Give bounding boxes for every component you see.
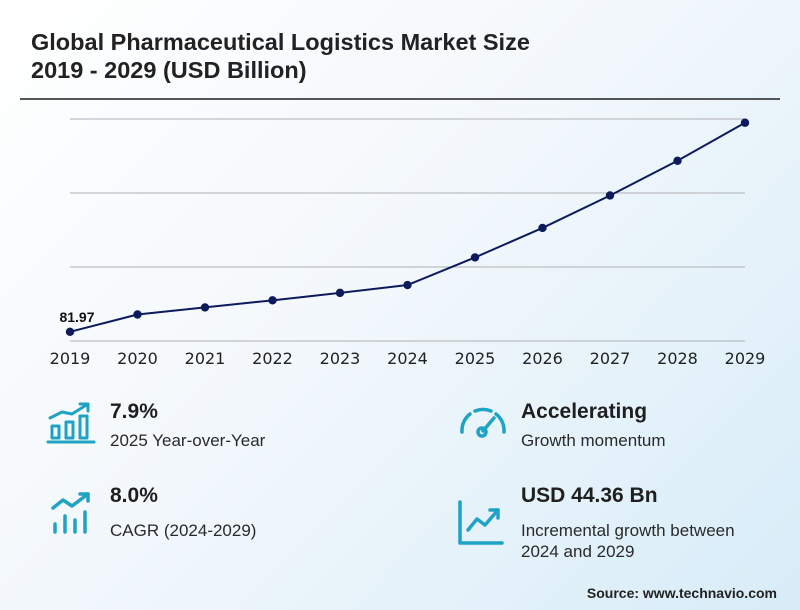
x-tick-label: 2026: [522, 349, 563, 368]
line-chart: 2019 2020 2021 2022 2023 2024 2025 2026 2027 2028…: [50, 118, 766, 368]
line-chart-up-icon: [458, 500, 504, 545]
series-line: [69, 121, 746, 333]
stat-cagr-label: CAGR (2024-2029): [110, 521, 257, 540]
data-point: [133, 310, 142, 319]
x-tick-label: 2027: [590, 349, 631, 368]
x-tick-label: 2021: [185, 349, 226, 368]
stat-momentum: Accelerating Growth momentum: [521, 400, 666, 451]
stat-momentum-label: Growth momentum: [521, 431, 666, 450]
data-point: [470, 253, 480, 262]
stat-yoy: 7.9% 2025 Year-over-Year: [110, 400, 265, 451]
data-point: [200, 303, 210, 312]
data-point: [335, 288, 345, 298]
title-line-2: 2019 - 2029 (USD Billion): [31, 57, 307, 83]
x-tick-label: 2025: [455, 349, 496, 368]
data-point: [538, 223, 547, 233]
x-tick-label: 2024: [387, 349, 428, 368]
stat-cagr-value: 8.0%: [110, 484, 158, 507]
data-point: [268, 296, 277, 305]
data-point: [740, 118, 750, 127]
stat-momentum-value: Accelerating: [521, 400, 648, 423]
data-label: 81.97: [59, 309, 94, 325]
x-tick-label: 2019: [50, 349, 91, 368]
stat-incremental-value: USD 44.36 Bn: [521, 484, 658, 507]
trend-bars-icon: [51, 492, 90, 534]
x-tick-label: 2029: [725, 349, 766, 368]
title-divider: [20, 98, 780, 100]
x-tick-label: 2028: [657, 349, 698, 368]
stat-cagr: 8.0% CAGR (2024-2029): [110, 484, 256, 541]
bar-chart-growth-icon: [46, 402, 96, 444]
stat-incremental: USD 44.36 Bn Incremental growth between …: [521, 484, 771, 562]
data-point: [403, 280, 412, 290]
title-line-1: Global Pharmaceutical Logistics Market S…: [31, 29, 530, 55]
data-point: [65, 327, 75, 336]
stat-yoy-label: 2025 Year-over-Year: [110, 431, 266, 450]
x-tick-label: 2023: [320, 349, 361, 368]
x-tick-label: 2022: [252, 349, 293, 368]
stat-incremental-label: Incremental growth between 2024 and 2029: [521, 521, 735, 561]
data-point: [673, 156, 682, 165]
stat-yoy-value: 7.9%: [110, 400, 158, 423]
data-point: [605, 191, 615, 200]
source-credit: Source: www.technavio.com: [586, 585, 777, 601]
speedometer-icon: [460, 407, 506, 438]
x-tick-label: 2020: [117, 349, 158, 368]
chart-title: Global Pharmaceutical Logistics Market S…: [31, 28, 530, 84]
